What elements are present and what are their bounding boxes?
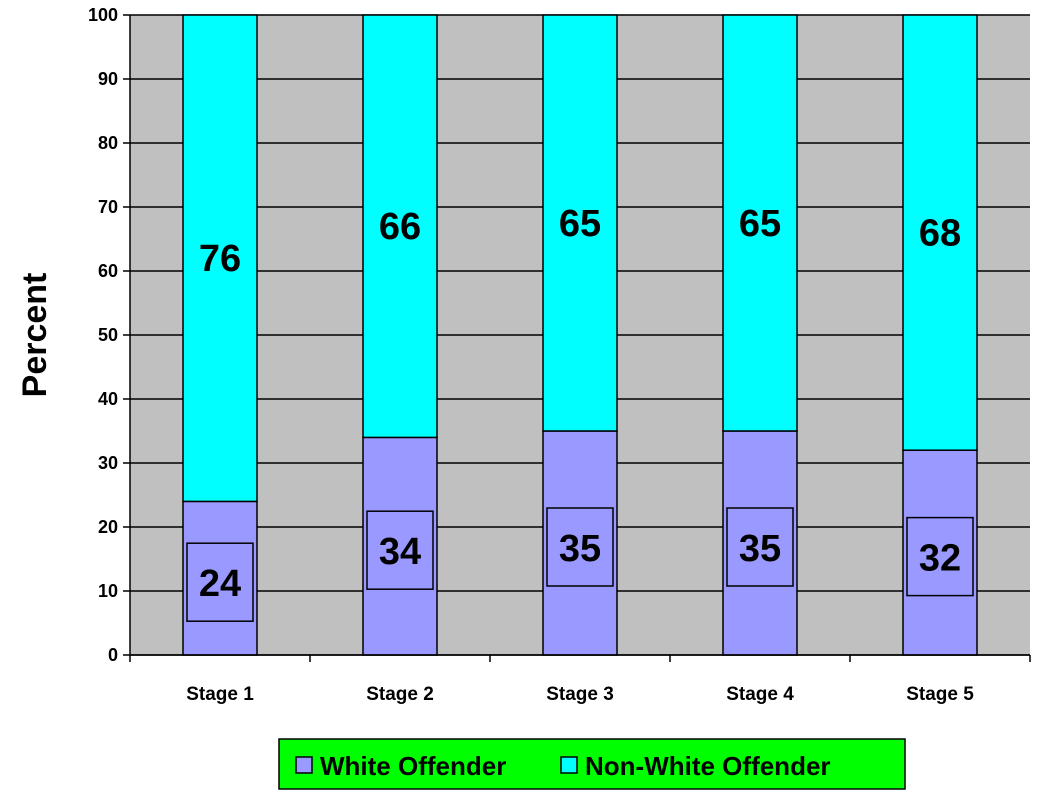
bar-white-offender bbox=[722, 430, 798, 656]
data-label-non-white-offender: 76 bbox=[199, 238, 241, 280]
x-tick-label: Stage 5 bbox=[906, 684, 974, 705]
data-label-box bbox=[366, 510, 434, 590]
data-label-white-offender: 34 bbox=[379, 531, 421, 573]
y-tick-label: 40 bbox=[98, 389, 118, 409]
y-tick-label: 70 bbox=[98, 197, 118, 217]
legend: White Offender Non-White Offender bbox=[278, 738, 906, 790]
bar-white-offender bbox=[182, 500, 258, 656]
data-labels: 24 76 34 66 35 65 35 65 32 68 bbox=[186, 203, 974, 622]
data-label-box bbox=[186, 542, 254, 622]
x-tick-label: Stage 1 bbox=[186, 684, 254, 705]
y-tick-label: 10 bbox=[98, 581, 118, 601]
y-tick-label: 90 bbox=[98, 69, 118, 89]
legend-box bbox=[278, 738, 906, 790]
data-label-white-offender: 32 bbox=[919, 538, 961, 580]
data-label-non-white-offender: 66 bbox=[379, 206, 421, 248]
data-label-non-white-offender: 65 bbox=[559, 203, 601, 245]
bar-non-white-offender bbox=[542, 14, 618, 432]
bar-non-white-offender bbox=[362, 14, 438, 439]
data-label-box bbox=[726, 507, 794, 587]
x-tick-label: Stage 2 bbox=[366, 684, 434, 705]
bar-non-white-offender bbox=[722, 14, 798, 432]
data-label-non-white-offender: 68 bbox=[919, 213, 961, 255]
legend-swatch-white-offender bbox=[295, 756, 313, 774]
bar-white-offender bbox=[542, 430, 618, 656]
bar-white-offender bbox=[902, 449, 978, 656]
y-tick-label: 20 bbox=[98, 517, 118, 537]
legend-swatch-non-white-offender bbox=[560, 756, 578, 774]
y-tick-label: 50 bbox=[98, 325, 118, 345]
y-tick-label: 100 bbox=[88, 5, 118, 25]
y-axis-title: Percent bbox=[16, 273, 54, 398]
data-label-non-white-offender: 65 bbox=[739, 203, 781, 245]
x-tick-label: Stage 4 bbox=[726, 684, 794, 705]
axes: 0 10 20 30 40 50 60 70 80 90 100 Stage 1 Stage 2 Stag… bbox=[88, 5, 1031, 705]
bar-non-white-offender bbox=[902, 14, 978, 451]
legend-label-white-offender: White Offender bbox=[320, 751, 506, 781]
y-tick-label: 60 bbox=[98, 261, 118, 281]
data-label-box bbox=[546, 507, 614, 587]
data-label-white-offender: 24 bbox=[199, 563, 241, 605]
data-label-white-offender: 35 bbox=[739, 528, 781, 570]
y-tick-label: 80 bbox=[98, 133, 118, 153]
data-label-white-offender: 35 bbox=[559, 528, 601, 570]
legend-label-non-white-offender: Non-White Offender bbox=[585, 751, 831, 781]
bar-white-offender bbox=[362, 436, 438, 656]
x-tick-label: Stage 3 bbox=[546, 684, 614, 705]
bars bbox=[182, 14, 978, 656]
y-tick-label: 0 bbox=[108, 645, 118, 665]
bar-non-white-offender bbox=[182, 14, 258, 503]
data-label-box bbox=[906, 516, 974, 597]
y-tick-label: 30 bbox=[98, 453, 118, 473]
